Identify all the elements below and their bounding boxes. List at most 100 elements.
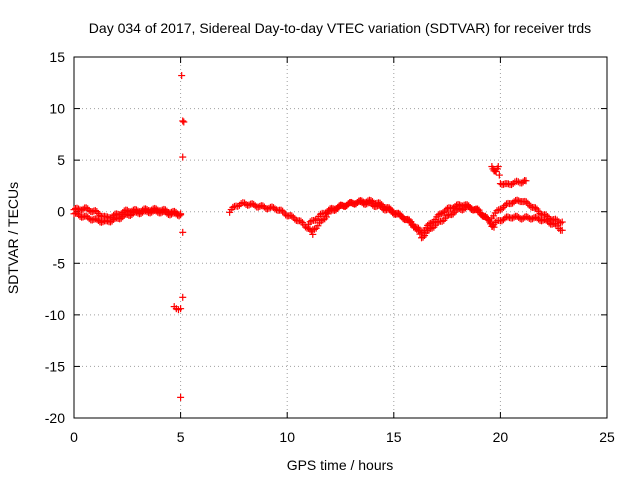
data-point [557,219,565,227]
data-point [306,218,314,226]
y-tick-label: 10 [49,101,65,117]
data-point [288,212,296,220]
data-point [322,213,330,221]
data-point [117,214,125,222]
y-tick-label: -20 [45,410,65,426]
data-point [99,218,107,226]
x-tick-label: 0 [70,429,78,445]
data-point [528,215,536,223]
ticks [73,56,608,419]
plot-frame [73,56,608,419]
data-point [504,213,512,221]
outlier-point [179,293,187,301]
data-point [254,203,262,211]
data-point [536,209,544,217]
data-point [493,207,501,215]
data-point [434,211,442,219]
data-points [70,72,566,401]
outlier-point [177,393,185,401]
data-point [519,214,527,222]
data-point [494,163,502,171]
data-point [297,217,305,225]
data-point [88,216,96,224]
data-point [311,216,319,224]
data-point [376,202,384,210]
y-tick-label: 0 [57,204,65,220]
data-point [265,204,273,212]
outlier-point [180,118,188,126]
data-point [395,210,403,218]
data-point [459,202,467,210]
data-point [386,205,394,213]
data-point [85,206,93,214]
data-point [177,211,185,219]
data-point [439,209,447,217]
data-point [148,208,156,216]
outlier-point [179,228,187,236]
x-tick-label: 25 [599,429,615,445]
data-point [369,201,377,209]
data-point [538,217,546,225]
outlier-point [179,117,187,125]
x-tick-label: 20 [493,429,509,445]
data-point [510,198,518,206]
data-point [399,215,407,223]
data-point [229,203,237,211]
data-point [310,225,318,233]
data-point [558,226,566,234]
data-point [175,212,183,220]
data-point [495,171,503,179]
y-tick-label: -15 [45,358,65,374]
y-tick-label: -10 [45,307,65,323]
data-point [558,218,566,226]
y-tick-label: 15 [49,49,65,65]
data-point [513,196,521,204]
data-point [438,217,446,225]
data-point [488,222,496,230]
x-tick-label: 10 [279,429,295,445]
data-point [410,222,418,230]
y-tick-label: 5 [57,152,65,168]
data-point [347,199,355,207]
data-point [428,219,436,227]
data-point [515,197,523,205]
data-point [522,177,530,185]
data-point [515,213,523,221]
data-point [96,211,104,219]
data-point [316,210,324,218]
data-point [245,201,253,209]
data-point [85,215,93,223]
x-tick-label: 15 [386,429,402,445]
data-point [389,209,397,217]
data-point [166,211,174,219]
outlier-point [179,153,187,161]
data-point [132,208,140,216]
data-point [498,205,506,213]
data-point [323,208,331,216]
data-point [157,209,165,217]
data-point [534,215,542,223]
y-axis-label: SDTVAR / TECUs [5,182,21,294]
data-point [251,202,259,210]
x-axis-label: GPS time / hours [287,457,394,473]
outlier-point [178,72,186,80]
data-point [405,216,413,224]
data-point [419,228,427,236]
data-point [443,212,451,220]
y-tick-label: -5 [53,255,66,271]
data-point [545,214,553,222]
outlier-point [177,305,185,313]
grid [74,57,607,418]
data-point [481,212,489,220]
data-point [271,205,279,213]
data-point [490,212,498,220]
data-point [110,215,118,223]
data-point [163,209,171,217]
data-point [542,211,550,219]
tick-labels: 0 5 10 15 20 25 -20 -15 -10 -5 0 5 10 15 [45,49,615,445]
data-point [291,215,299,223]
data-point [522,198,530,206]
data-point [531,204,539,212]
x-tick-label: 5 [177,429,185,445]
